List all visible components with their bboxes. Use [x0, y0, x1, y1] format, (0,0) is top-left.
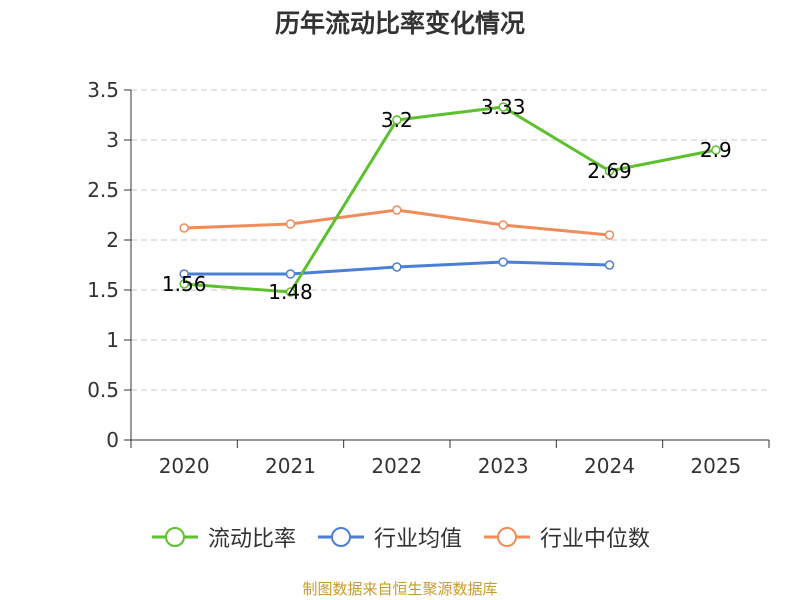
series-lines	[184, 105, 717, 294]
data-label: 2.69	[587, 159, 632, 183]
y-tick-label: 3	[106, 128, 119, 152]
chart-title: 历年流动比率变化情况	[274, 9, 525, 38]
data-point	[179, 269, 189, 279]
data-point	[179, 279, 189, 289]
x-tick-label: 2023	[478, 454, 529, 478]
data-point	[604, 230, 615, 240]
data-point	[498, 257, 508, 267]
y-tick-label: 2	[106, 228, 119, 252]
x-tick-label: 2020	[159, 454, 210, 478]
legend-label: 行业中位数	[540, 527, 651, 552]
legend-item[interactable]: 流动比率	[150, 521, 296, 553]
legend-label: 行业均值	[373, 527, 462, 552]
data-point	[604, 166, 615, 176]
legend-label: 流动比率	[207, 527, 296, 552]
data-point	[498, 102, 508, 112]
data-point	[392, 115, 402, 125]
x-tick-label: 2024	[584, 454, 635, 478]
x-tick-label: 2025	[690, 454, 741, 478]
y-tick-label: 1.5	[87, 278, 119, 302]
data-point	[604, 260, 615, 270]
legend-marker-icon	[151, 527, 198, 547]
y-tick-label: 1	[106, 328, 119, 352]
data-point	[498, 220, 508, 230]
data-label: 2.9	[700, 138, 732, 162]
data-point	[285, 287, 296, 297]
y-tick-label: 3.5	[87, 78, 119, 102]
legend-item[interactable]: 行业中位数	[482, 521, 650, 553]
legend-item[interactable]: 行业均值	[316, 521, 462, 553]
axes: 0 0.5 1 1.5 2 2.5 3 3.5 2020 2021 2022 2023 2024 2025	[87, 78, 770, 478]
series-line	[184, 105, 717, 294]
data-point	[392, 205, 402, 215]
x-tick-label: 2022	[371, 454, 422, 478]
data-point	[179, 223, 189, 233]
gridlines	[131, 89, 769, 391]
data-point	[285, 219, 296, 229]
series-points	[179, 102, 721, 297]
data-label: 1.48	[268, 280, 313, 304]
data-point	[711, 145, 721, 155]
data-label: 1.56	[162, 272, 207, 296]
y-tick-label: 0	[106, 428, 119, 452]
y-tick-label: 2.5	[87, 178, 119, 202]
legend-marker-icon	[484, 527, 530, 547]
data-label: 3.33	[481, 95, 526, 119]
data-labels: 1.56 1.48 3.2 3.33 2.69 2.9	[162, 95, 732, 304]
source-note: 制图数据来自恒生聚源数据库	[302, 580, 498, 598]
legend-marker-icon	[317, 527, 364, 547]
data-point	[285, 269, 296, 279]
x-tick-label: 2021	[265, 454, 316, 478]
legend: 流动比率 行业均值 行业中位数	[0, 519, 800, 555]
y-tick-label: 0.5	[87, 378, 119, 402]
data-point	[392, 262, 402, 272]
data-label: 3.2	[381, 108, 413, 132]
